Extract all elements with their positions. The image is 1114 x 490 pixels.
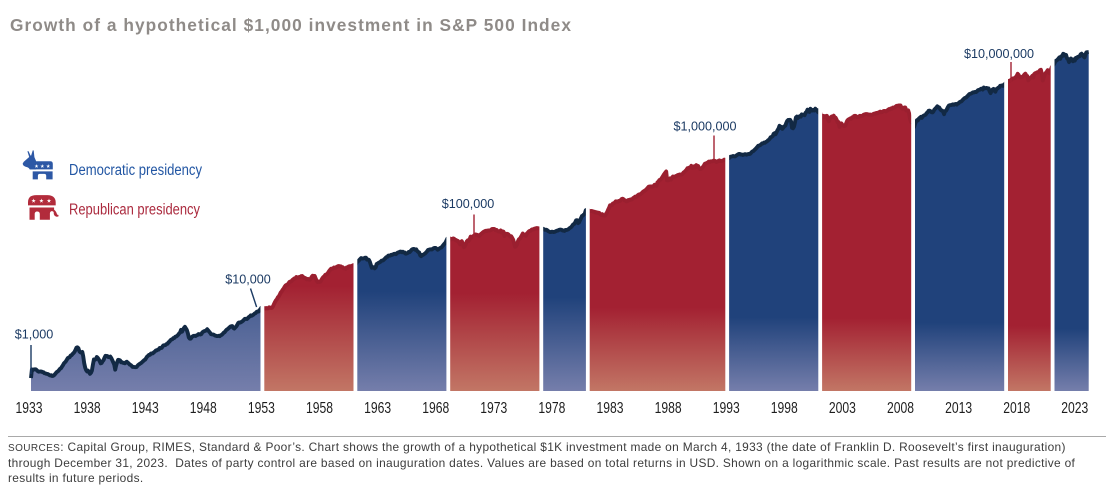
svg-text:1993: 1993 [713, 400, 740, 417]
svg-text:2008: 2008 [887, 400, 914, 417]
svg-text:1968: 1968 [422, 400, 449, 417]
svg-text:1943: 1943 [132, 400, 159, 417]
svg-text:$1,000: $1,000 [15, 328, 54, 342]
svg-text:2013: 2013 [945, 400, 972, 417]
svg-text:Republican presidency: Republican presidency [69, 202, 200, 219]
svg-text:Democratic presidency: Democratic presidency [69, 162, 202, 179]
svg-text:$100,000: $100,000 [442, 197, 495, 211]
svg-text:2023: 2023 [1061, 400, 1088, 417]
svg-text:$10,000,000: $10,000,000 [964, 47, 1034, 61]
svg-text:1933: 1933 [16, 400, 43, 417]
svg-text:1963: 1963 [364, 400, 391, 417]
svg-text:1973: 1973 [480, 400, 507, 417]
svg-text:1988: 1988 [655, 400, 682, 417]
svg-text:2003: 2003 [829, 400, 856, 417]
svg-text:1958: 1958 [306, 400, 333, 417]
svg-text:1938: 1938 [74, 400, 101, 417]
svg-text:1998: 1998 [771, 400, 798, 417]
svg-text:2018: 2018 [1003, 400, 1030, 417]
svg-text:$1,000,000: $1,000,000 [673, 120, 736, 134]
svg-text:1978: 1978 [538, 400, 565, 417]
svg-text:$10,000: $10,000 [225, 273, 271, 287]
svg-text:1983: 1983 [597, 400, 624, 417]
svg-text:1953: 1953 [248, 400, 275, 417]
svg-text:1948: 1948 [190, 400, 217, 417]
